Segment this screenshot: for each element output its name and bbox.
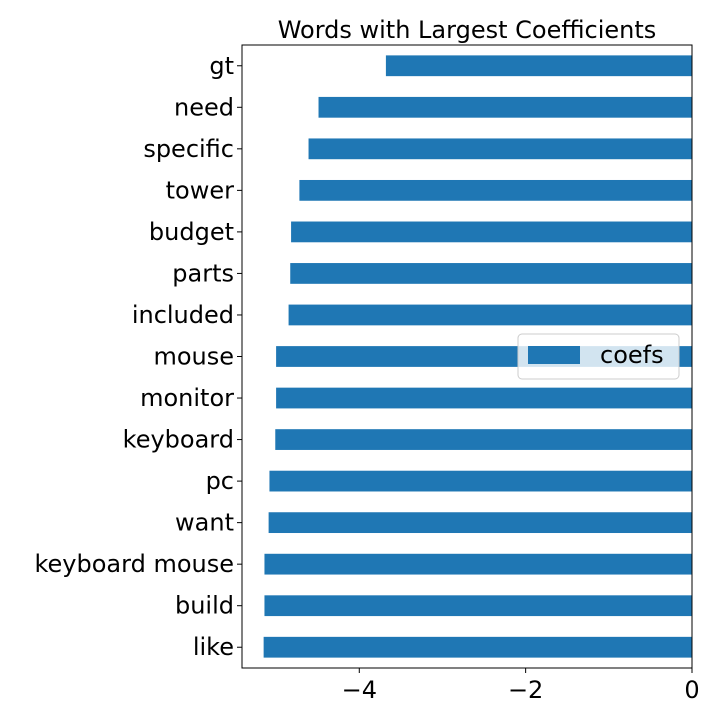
y-tick-label: keyboard xyxy=(123,426,234,454)
y-tick-label: parts xyxy=(172,259,234,287)
bar-tower xyxy=(299,179,692,201)
bar-keyboard-mouse xyxy=(264,553,692,575)
y-tick-label: specific xyxy=(143,135,234,163)
bar-parts xyxy=(290,263,692,284)
x-tick-label: −4 xyxy=(342,676,377,704)
y-tick-label: keyboard mouse xyxy=(35,550,235,578)
y-tick-label: need xyxy=(174,93,234,121)
legend-label: coefs xyxy=(600,341,664,369)
y-tick-label: pc xyxy=(206,467,234,495)
legend-swatch xyxy=(528,346,580,364)
y-tick-label: gt xyxy=(209,52,234,80)
bar-monitor xyxy=(276,387,692,409)
bar-want xyxy=(268,512,692,534)
y-tick-label: included xyxy=(132,301,234,329)
y-tick-label: monitor xyxy=(140,384,234,412)
y-tick-label: want xyxy=(175,509,234,537)
y-tick-label: mouse xyxy=(153,343,234,371)
bar-need xyxy=(318,96,692,118)
bar-included xyxy=(288,304,692,326)
bar-like xyxy=(263,636,692,658)
x-tick-label: −2 xyxy=(508,676,543,704)
y-tick-label: like xyxy=(193,633,234,661)
bar-keyboard xyxy=(275,429,692,450)
x-axis: −4 −2 0 xyxy=(342,668,700,704)
chart-title: Words with Largest Coefficients xyxy=(278,16,657,44)
bar-build xyxy=(264,595,692,617)
legend-box xyxy=(517,333,680,380)
bar-gt xyxy=(385,55,692,77)
y-tick-label: budget xyxy=(149,218,234,246)
y-tick-labels: gt need specific tower budget parts included mo… xyxy=(35,52,242,661)
bar-specific xyxy=(308,138,692,160)
legend: coefs xyxy=(517,333,680,380)
bar-pc xyxy=(269,470,692,492)
bar-budget xyxy=(291,221,692,243)
x-tick-label: 0 xyxy=(684,676,699,704)
y-tick-label: tower xyxy=(166,176,234,204)
y-tick-label: build xyxy=(175,592,234,620)
plot-frame xyxy=(241,44,693,669)
